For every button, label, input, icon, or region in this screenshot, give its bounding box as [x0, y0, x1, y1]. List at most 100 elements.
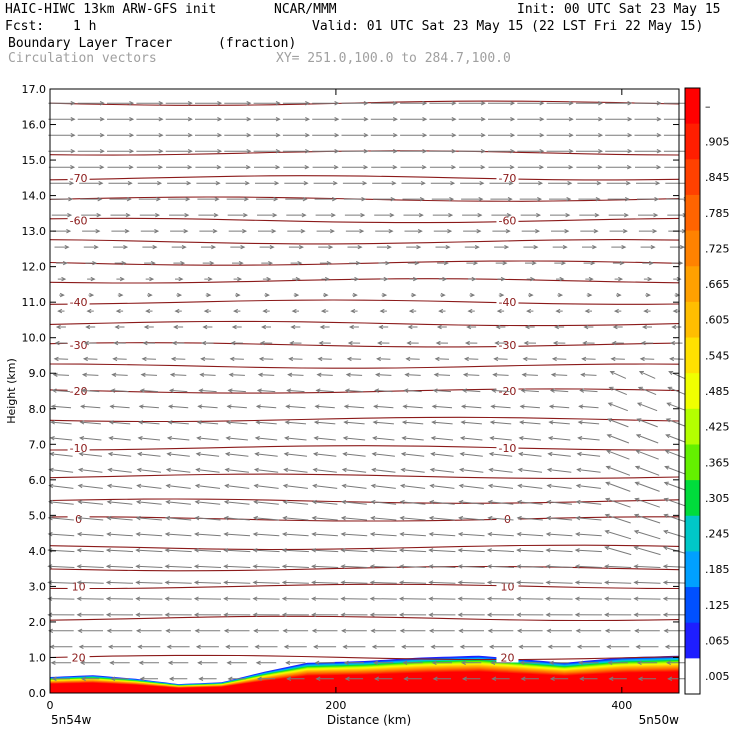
wind-vector-head: [656, 132, 662, 138]
wind-vector-head: [275, 101, 281, 106]
wind-vector-head: [154, 228, 160, 234]
wind-vector-head: [665, 418, 671, 423]
wind-vector-head: [76, 596, 82, 601]
wind-vector: [370, 565, 397, 568]
wind-vector-head: [435, 340, 441, 346]
wind-vector-head: [217, 132, 223, 138]
wind-vector-head: [50, 404, 56, 409]
wind-vector-head: [679, 244, 685, 250]
wind-vector: [402, 421, 424, 425]
wind-vector: [166, 517, 192, 521]
wind-vector-head: [281, 612, 287, 617]
wind-vector: [488, 517, 514, 521]
wind-vector-head: [344, 676, 350, 681]
wind-vector-head: [311, 612, 317, 617]
wind-vector: [431, 453, 454, 457]
wind-vector-head: [165, 483, 171, 489]
wind-vector: [224, 581, 251, 584]
wind-vector-head: [233, 308, 239, 314]
wind-vector-head: [343, 420, 349, 425]
wind-vector: [665, 450, 689, 460]
wind-vector-head: [359, 228, 365, 234]
wind-vector: [345, 389, 364, 393]
wind-vector-head: [627, 132, 633, 138]
wind-vector-head: [430, 644, 436, 650]
x-axis-title: Distance (km): [327, 713, 411, 727]
wind-vector-head: [568, 117, 574, 122]
isotherm-label: -30: [498, 339, 516, 352]
wind-vector-head: [580, 372, 586, 377]
wind-vector: [253, 533, 280, 537]
wind-vector-head: [330, 212, 336, 218]
wind-vector-head: [539, 132, 545, 138]
wind-vector-head: [223, 515, 229, 521]
wind-vector: [48, 598, 75, 600]
wind-vector: [283, 533, 309, 537]
wind-vector: [635, 466, 660, 476]
wind-vector-head: [225, 644, 231, 650]
wind-vector-head: [225, 436, 231, 441]
wind-vector-head: [549, 388, 555, 393]
wind-vector-head: [193, 580, 199, 585]
wind-vector-head: [135, 580, 141, 585]
wind-vector-head: [202, 324, 208, 330]
wind-vector: [136, 549, 163, 553]
wind-vector-head: [350, 308, 356, 314]
wind-vector-head: [187, 148, 193, 154]
isotherm-label-bg: [496, 296, 519, 308]
wind-vector-head: [566, 196, 572, 202]
wind-vector-head: [54, 340, 60, 346]
wind-vector: [458, 598, 485, 600]
y-tick-label: 10.0: [22, 332, 47, 345]
wind-vector-head: [667, 386, 673, 391]
wind-vector-head: [212, 228, 218, 234]
wind-vector-head: [106, 499, 112, 505]
isotherm-label: 20: [500, 651, 514, 664]
wind-vector-head: [340, 548, 346, 553]
wind-vector-head: [135, 628, 141, 634]
wind-vector: [111, 389, 129, 393]
wind-vector: [605, 546, 632, 556]
wind-vector-head: [604, 580, 610, 585]
wind-vector-head: [460, 420, 466, 425]
wind-vector-head: [522, 356, 528, 362]
wind-vector-head: [429, 483, 435, 489]
wind-vector-head: [464, 340, 470, 346]
wind-vector-head: [354, 276, 360, 282]
wind-vector-head: [272, 212, 278, 218]
wind-vector-head: [606, 449, 612, 454]
wind-vector: [170, 374, 187, 376]
wind-vector-head: [342, 451, 348, 457]
init-time: Init: 00 UTC Sat 23 May 15: [517, 2, 721, 17]
wind-vector: [346, 374, 363, 376]
wind-vector-head: [107, 451, 113, 457]
wind-vector-head: [252, 612, 258, 617]
wind-vector-head: [516, 499, 522, 505]
wind-vector-head: [289, 340, 295, 346]
wind-vector-head: [506, 212, 512, 218]
wind-vector-head: [256, 676, 262, 681]
wind-vector-head: [286, 676, 292, 681]
wind-vector-head: [333, 164, 339, 170]
wind-vector: [401, 469, 425, 473]
wind-vector: [283, 517, 309, 521]
wind-vector: [284, 453, 308, 457]
wind-vector-head: [518, 436, 524, 441]
wind-vector: [225, 485, 250, 489]
wind-vector-head: [462, 372, 468, 377]
colorbar-label: .785: [705, 207, 730, 220]
wind-vector-head: [275, 164, 281, 170]
wind-vector: [638, 386, 657, 396]
vectors-label: Circulation vectors: [8, 51, 157, 66]
wind-vector-head: [392, 101, 398, 106]
wind-vector-head: [48, 499, 54, 505]
wind-vector-head: [516, 515, 522, 521]
wind-vector-head: [357, 244, 363, 250]
wind-vector: [194, 565, 222, 568]
colorbar-swatch: [685, 515, 700, 552]
wind-vector-head: [138, 404, 144, 409]
wind-vector-head: [135, 499, 142, 505]
wind-vector-head: [185, 196, 191, 202]
wind-vector-head: [510, 148, 516, 154]
colorbar-label: .365: [705, 456, 730, 469]
